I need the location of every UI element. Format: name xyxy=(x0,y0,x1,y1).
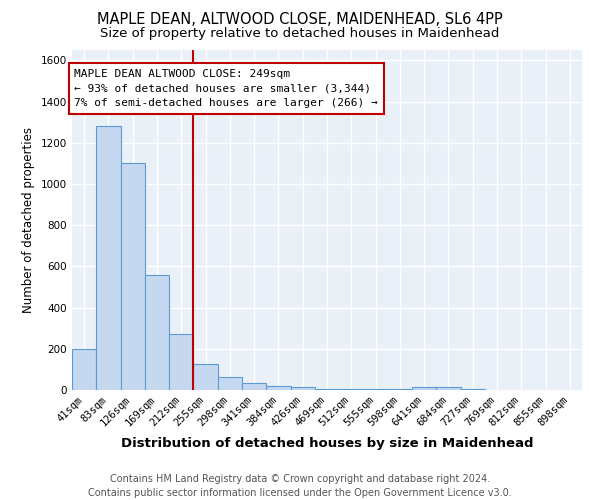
Bar xyxy=(193,364,218,390)
Bar xyxy=(266,386,290,390)
Bar xyxy=(145,274,169,390)
Bar xyxy=(436,387,461,390)
Bar xyxy=(169,334,193,390)
Bar xyxy=(364,389,388,390)
Text: Size of property relative to detached houses in Maidenhead: Size of property relative to detached ho… xyxy=(100,28,500,40)
Bar xyxy=(96,126,121,390)
Bar xyxy=(218,376,242,390)
Bar xyxy=(315,389,339,390)
Bar xyxy=(388,389,412,390)
Y-axis label: Number of detached properties: Number of detached properties xyxy=(22,127,35,313)
Bar xyxy=(339,389,364,390)
Bar xyxy=(72,349,96,390)
Text: Contains HM Land Registry data © Crown copyright and database right 2024.
Contai: Contains HM Land Registry data © Crown c… xyxy=(88,474,512,498)
Bar xyxy=(290,387,315,390)
Text: MAPLE DEAN, ALTWOOD CLOSE, MAIDENHEAD, SL6 4PP: MAPLE DEAN, ALTWOOD CLOSE, MAIDENHEAD, S… xyxy=(97,12,503,28)
Bar xyxy=(412,387,436,390)
Bar xyxy=(242,383,266,390)
X-axis label: Distribution of detached houses by size in Maidenhead: Distribution of detached houses by size … xyxy=(121,437,533,450)
Bar xyxy=(121,164,145,390)
Text: MAPLE DEAN ALTWOOD CLOSE: 249sqm
← 93% of detached houses are smaller (3,344)
7%: MAPLE DEAN ALTWOOD CLOSE: 249sqm ← 93% o… xyxy=(74,68,378,108)
